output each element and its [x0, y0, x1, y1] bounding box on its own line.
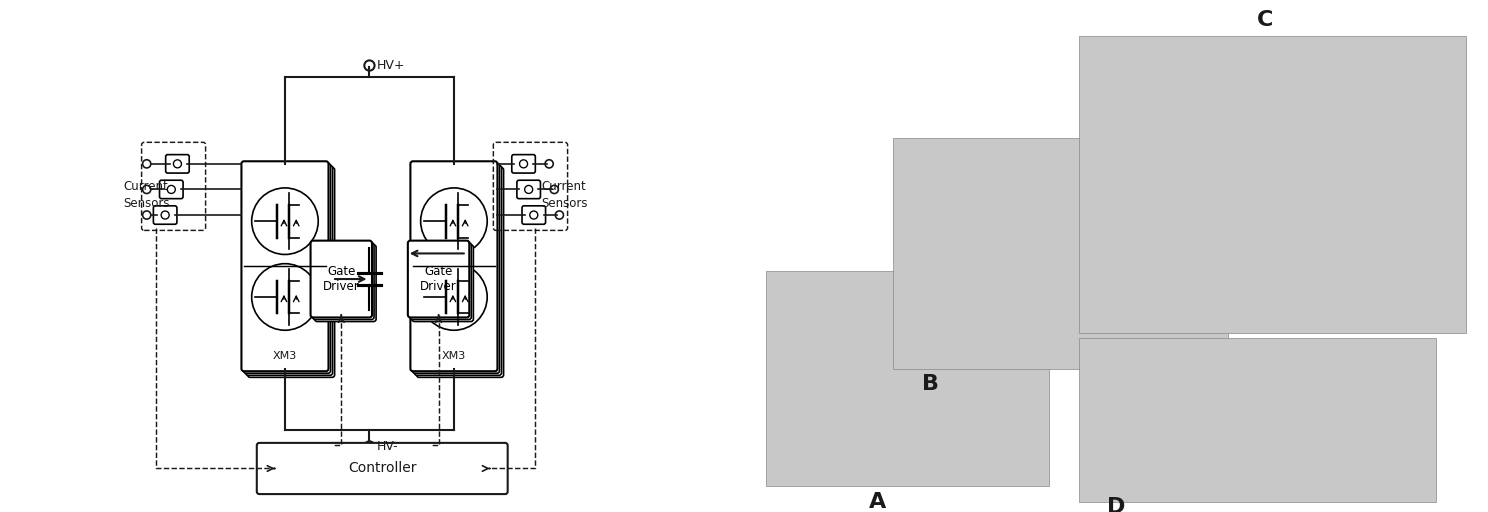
FancyBboxPatch shape	[408, 241, 469, 317]
FancyBboxPatch shape	[766, 271, 1049, 486]
FancyBboxPatch shape	[244, 163, 330, 373]
FancyBboxPatch shape	[893, 138, 1228, 369]
Text: Gate
Driver: Gate Driver	[420, 265, 457, 293]
FancyBboxPatch shape	[153, 206, 177, 224]
Text: C: C	[1256, 10, 1274, 31]
FancyBboxPatch shape	[411, 161, 497, 371]
FancyBboxPatch shape	[165, 155, 189, 173]
Text: A: A	[869, 492, 887, 512]
FancyBboxPatch shape	[247, 167, 335, 377]
Text: HV+: HV+	[376, 59, 406, 72]
FancyBboxPatch shape	[311, 241, 372, 317]
FancyBboxPatch shape	[512, 155, 536, 173]
FancyBboxPatch shape	[257, 443, 507, 494]
Text: Current
Sensors: Current Sensors	[124, 180, 170, 209]
Text: XM3: XM3	[272, 351, 298, 361]
FancyBboxPatch shape	[412, 245, 473, 322]
FancyBboxPatch shape	[246, 165, 333, 375]
Text: Current
Sensors: Current Sensors	[542, 180, 588, 209]
FancyBboxPatch shape	[409, 243, 472, 319]
FancyBboxPatch shape	[241, 161, 329, 371]
Text: Gate
Driver: Gate Driver	[323, 265, 360, 293]
FancyBboxPatch shape	[314, 245, 376, 322]
FancyBboxPatch shape	[522, 206, 546, 224]
Text: HV-: HV-	[376, 440, 399, 453]
FancyBboxPatch shape	[415, 165, 501, 375]
FancyBboxPatch shape	[312, 243, 373, 319]
Text: D: D	[1107, 497, 1125, 512]
Text: Controller: Controller	[348, 461, 417, 476]
Text: B: B	[921, 374, 939, 394]
FancyBboxPatch shape	[1079, 338, 1436, 502]
FancyBboxPatch shape	[417, 167, 503, 377]
FancyBboxPatch shape	[516, 180, 540, 199]
Text: XM3: XM3	[442, 351, 466, 361]
FancyBboxPatch shape	[159, 180, 183, 199]
FancyBboxPatch shape	[1079, 36, 1466, 333]
FancyBboxPatch shape	[412, 163, 500, 373]
